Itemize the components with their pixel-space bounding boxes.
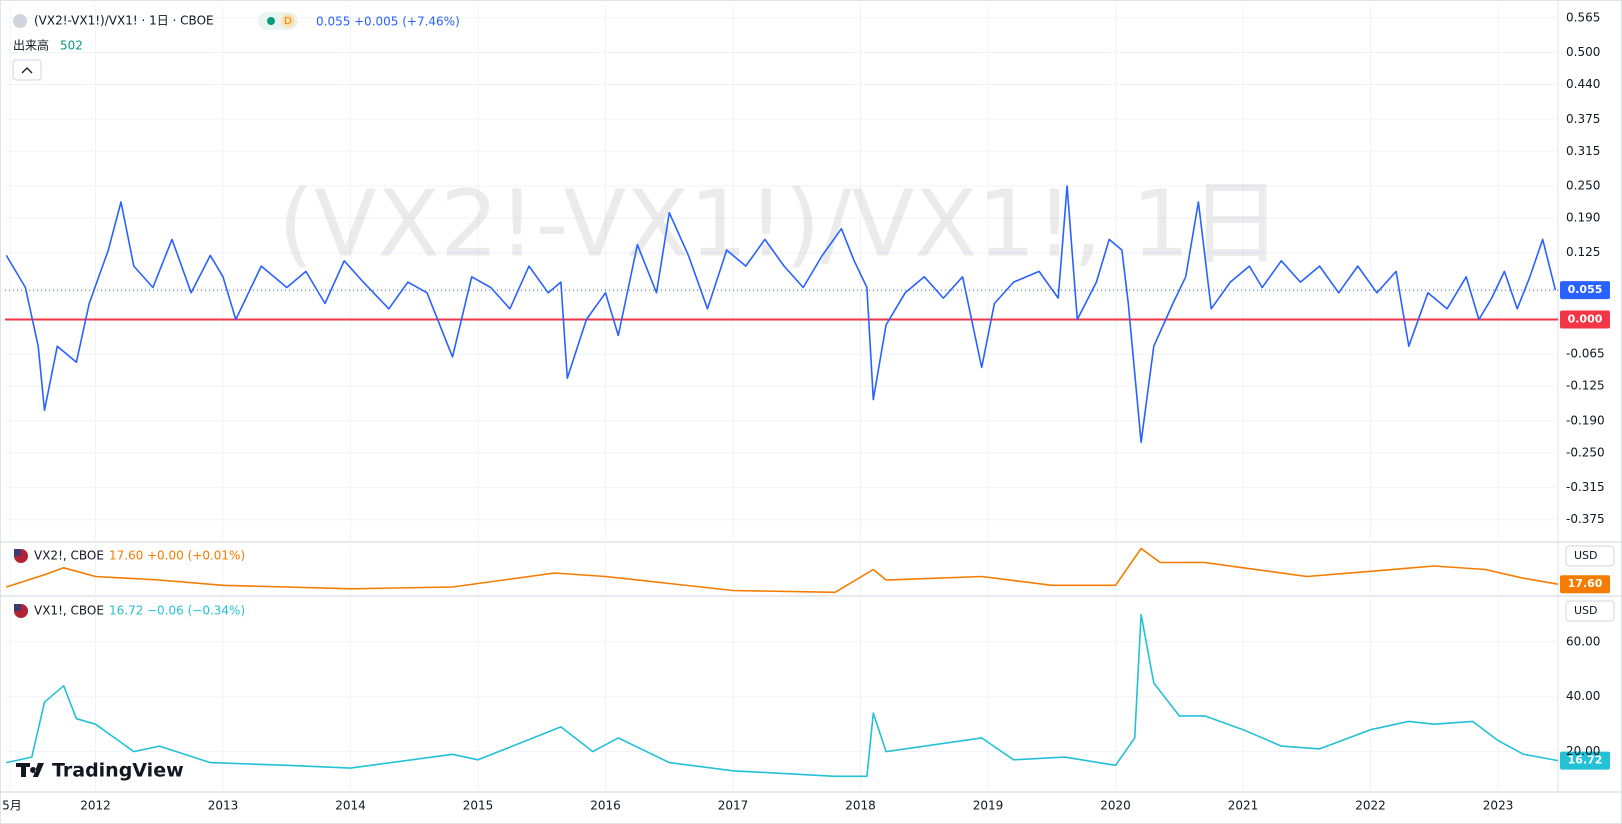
price-tag-text: 0.055	[1568, 283, 1603, 296]
currency[interactable]: USD	[1574, 604, 1598, 617]
y-tick-label: 40.00	[1566, 689, 1600, 703]
collapse-icon	[21, 67, 33, 74]
grid	[5, 5, 1558, 790]
symbol-title[interactable]: VX2!, CBOE	[34, 549, 104, 563]
flag-canton	[14, 549, 21, 556]
symbol-title[interactable]: (VX2!-VX1!)/VX1! · 1日 · CBOE	[34, 14, 214, 28]
change: +0.005 (+7.46%)	[354, 15, 460, 29]
x-tick-label: 2015	[463, 799, 494, 813]
x-tick-label: 2021	[1228, 799, 1259, 813]
price-tag	[1560, 751, 1610, 770]
symbol-icon	[13, 14, 27, 28]
series-line	[6, 613, 1559, 778]
x-tick-label: 5月	[2, 799, 22, 813]
price-tag-text: 16.72	[1568, 754, 1603, 767]
y-tick-label: -0.190	[1566, 413, 1605, 427]
interval-badge-text: D	[284, 16, 292, 27]
price-tag-text: 0.000	[1568, 312, 1603, 325]
y-tick-label: -0.125	[1566, 379, 1605, 393]
last-value: 16.72	[109, 604, 143, 618]
y-tick-label: 0.315	[1566, 144, 1600, 158]
y-tick-label: 20.00	[1566, 744, 1600, 758]
x-tick-label: 2020	[1100, 799, 1131, 813]
y-tick-label: -0.250	[1566, 445, 1605, 459]
x-tick-label: 2012	[80, 799, 111, 813]
legend: (VX2!-VX1!)/VX1! · 1日 · CBOE D 0.055 +0.…	[12, 12, 1615, 782]
x-tick-label: 2022	[1355, 799, 1386, 813]
price-tag	[1560, 575, 1610, 594]
price-tag-text: 17.60	[1568, 577, 1603, 590]
symbol-title[interactable]: VX1!, CBOE	[34, 604, 104, 618]
last-value: 0.055	[316, 15, 350, 29]
change: −0.06 (−0.34%)	[147, 604, 245, 618]
y-tick-label: 60.00	[1566, 634, 1600, 648]
x-tick-label: 2023	[1483, 799, 1514, 813]
y-tick-label: -0.375	[1566, 512, 1605, 526]
x-tick-label: 2017	[718, 799, 749, 813]
brand-name: TradingView	[52, 760, 184, 782]
x-tick-label: 2018	[845, 799, 876, 813]
y-tick-label: 0.125	[1566, 245, 1600, 259]
price-tag	[1560, 310, 1610, 329]
currency-button[interactable]	[1565, 600, 1615, 622]
collapse-button[interactable]	[12, 59, 42, 81]
y-tick-label: 0.500	[1566, 45, 1600, 59]
y-tick-label: 0.250	[1566, 179, 1600, 193]
y-tick-label: 0.190	[1566, 211, 1600, 225]
x-tick-label: 2013	[208, 799, 239, 813]
y-tick-label: -0.065	[1566, 347, 1605, 361]
x-tick-label: 2014	[335, 799, 366, 813]
flag-canton	[14, 604, 21, 611]
x-tick-label: 2016	[590, 799, 621, 813]
y-tick-label: 0.375	[1566, 112, 1600, 126]
y-tick-label: -0.315	[1566, 480, 1605, 494]
brand-logo	[16, 763, 44, 777]
change: +0.00 (+0.01%)	[147, 549, 245, 563]
marks	[5, 185, 1610, 778]
volume-label: 出来高	[13, 38, 49, 53]
last-value: 17.60	[109, 549, 143, 563]
series-line	[5, 185, 1557, 444]
series-line	[6, 547, 1559, 594]
price-tag	[1560, 281, 1610, 300]
y-tick-label: 0.440	[1566, 77, 1600, 91]
y-tick-label: 0.565	[1566, 10, 1600, 24]
status-dot	[267, 17, 275, 25]
currency-button[interactable]	[1565, 545, 1615, 567]
interval-badge	[281, 14, 295, 28]
volume-value: 502	[60, 39, 83, 53]
x-tick-label: 2019	[973, 799, 1004, 813]
currency[interactable]: USD	[1574, 549, 1598, 562]
